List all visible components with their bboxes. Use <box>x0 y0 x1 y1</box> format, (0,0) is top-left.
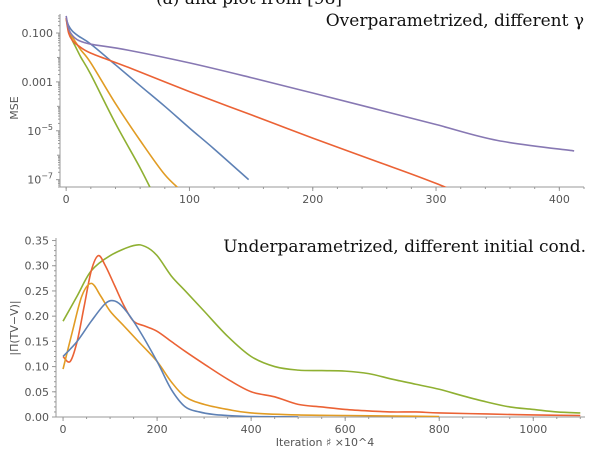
bot-x-tick-label: 200 <box>147 423 168 436</box>
top-y-tick-label: 10−5 <box>27 123 53 138</box>
top-y-tick-label: 0.100 <box>22 27 54 40</box>
mse-panel: 0 100 200 300 400 10−7 10−5 0.001 0.100 Overpara… <box>8 11 585 206</box>
bot-series-clip <box>62 243 581 417</box>
mse-ylabel: MSE <box>8 96 21 119</box>
top-series-line-1 <box>65 18 151 187</box>
residual-ylabel: |Π(TV−V)| <box>8 300 21 355</box>
iteration-xlabel: Iteration ♯ ×10^4 <box>276 436 374 449</box>
bot-x-tick-label: 0 <box>60 423 67 436</box>
top-series-line-2 <box>65 18 179 187</box>
mse-axes: 0 100 200 300 400 10−7 10−5 0.001 0.100 <box>22 14 585 206</box>
top-x-tick-label: 400 <box>549 193 570 206</box>
bot-y-tick-label: 0.35 <box>25 235 50 248</box>
top-series-clip <box>65 15 575 187</box>
residual-axes: 0 200 400 600 800 1000 0.00 0.05 0.10 0.15 0.20 0.2… <box>25 235 585 436</box>
bot-series-line-3 <box>62 282 440 417</box>
bot-y-tick-label: 0.00 <box>25 411 50 424</box>
top-x-tick-label: 200 <box>302 193 323 206</box>
top-x-tick-label: 100 <box>179 193 200 206</box>
top-series-line-5 <box>65 15 575 152</box>
bot-series-line-4 <box>62 299 299 417</box>
bot-x-tick-label: 400 <box>241 423 262 436</box>
mse-panel-title: Overparametrized, different γ <box>326 11 584 31</box>
bot-x-tick-label: 1000 <box>519 423 547 436</box>
bot-y-tick-label: 0.10 <box>25 361 50 374</box>
bot-series-line-1 <box>62 243 581 414</box>
residual-panel: 0 200 400 600 800 1000 0.00 0.05 0.10 0.15 0.20 0.2… <box>8 235 586 449</box>
top-x-tick-label: 0 <box>63 193 70 206</box>
mse-series-group <box>65 15 575 187</box>
top-y-tick-label: 0.001 <box>22 76 54 89</box>
bot-y-tick-label: 0.20 <box>25 310 50 323</box>
bot-y-tick-label: 0.05 <box>25 386 50 399</box>
top-series-line-4 <box>65 18 448 187</box>
bot-y-tick-label: 0.15 <box>25 335 50 348</box>
top-y-tick-label: 10−7 <box>27 172 53 187</box>
top-x-tick-label: 300 <box>426 193 447 206</box>
bot-series-line-2 <box>62 254 581 417</box>
bot-x-tick-label: 600 <box>335 423 356 436</box>
cut-off-header: (a) and plot from [98] <box>156 0 342 9</box>
bot-y-tick-label: 0.30 <box>25 260 50 273</box>
bot-x-tick-label: 800 <box>429 423 450 436</box>
residual-series-group <box>62 243 581 417</box>
residual-panel-title: Underparametrized, different initial con… <box>223 237 586 257</box>
bot-y-tick-label: 0.25 <box>25 285 50 298</box>
top-series-line-3 <box>65 18 250 181</box>
